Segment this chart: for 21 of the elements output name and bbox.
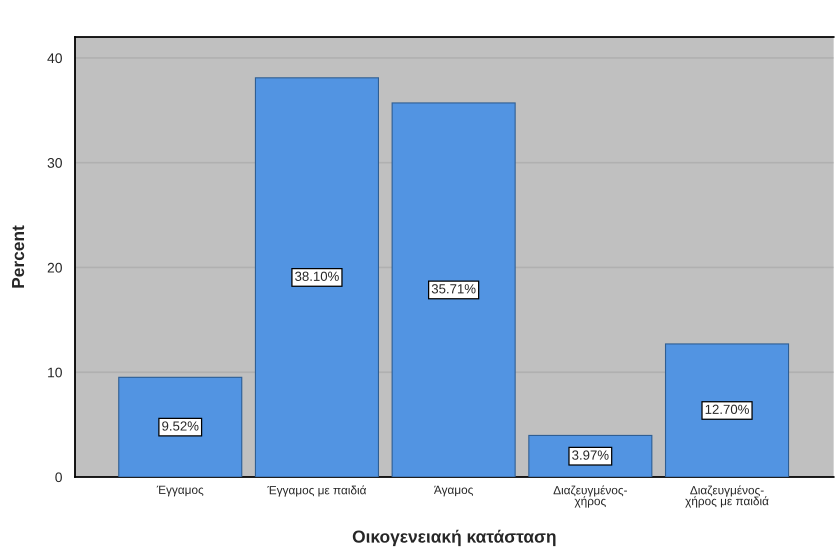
- data-label: 35.71%: [432, 284, 476, 294]
- data-label: 3.97%: [572, 450, 609, 460]
- bar: [118, 376, 242, 478]
- data-label: 38.10%: [295, 272, 339, 281]
- y-axis-title: Percent: [12, 225, 24, 288]
- y-tick-label: 30: [48, 158, 62, 168]
- x-tick-label: Έγγαμος με παιδιά: [267, 485, 366, 497]
- x-tick-label: Έγγαμος: [156, 486, 204, 496]
- data-label: 9.52%: [162, 421, 198, 431]
- y-tick-label: 20: [48, 262, 62, 273]
- bar: [664, 343, 790, 478]
- y-tick-label: 40: [47, 53, 62, 64]
- bar: [392, 102, 516, 478]
- data-label: 12.70%: [706, 404, 749, 414]
- x-tick-label: Διαζευγμένος-χήρος: [554, 485, 627, 508]
- y-tick-label: 0: [55, 472, 62, 482]
- y-tick-label: 10: [48, 368, 62, 378]
- bar: [254, 77, 380, 478]
- x-tick-label: Διαζευγμένος-χήρος με παιδιά: [685, 485, 769, 508]
- x-tick-label: Άγαμος: [434, 486, 474, 496]
- x-axis-title: Οικογενειακή κατάσταση: [352, 530, 556, 546]
